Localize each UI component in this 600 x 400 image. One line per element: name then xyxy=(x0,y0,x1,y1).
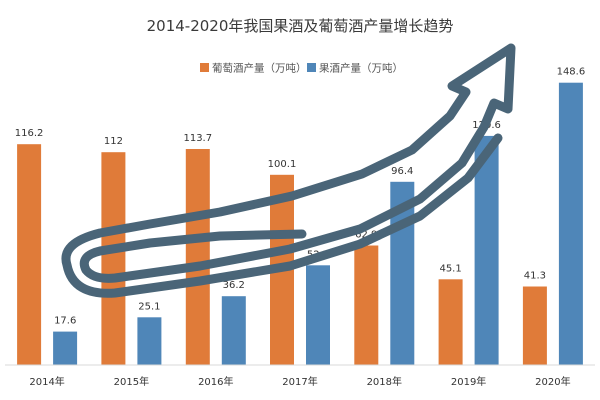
legend-swatch-fruit xyxy=(307,63,316,72)
bar-fruit-3 xyxy=(306,265,330,366)
value-label-wine-4: 62.9 xyxy=(355,230,377,241)
value-label-fruit-6: 148.6 xyxy=(557,67,586,78)
bar-fruit-2 xyxy=(221,296,246,365)
bar-wine-0 xyxy=(17,144,42,365)
value-label-wine-3: 100.1 xyxy=(268,159,297,170)
value-label-wine-5: 45.1 xyxy=(439,263,461,274)
x-tick-label-5: 2019年 xyxy=(451,375,486,388)
bar-fruit-1 xyxy=(137,317,162,365)
value-label-fruit-0: 17.6 xyxy=(54,316,76,327)
value-label-wine-2: 113.7 xyxy=(183,133,212,144)
legend-label-fruit: 果酒产量（万吨） xyxy=(319,62,403,75)
value-label-wine-0: 116.2 xyxy=(15,128,44,139)
value-label-wine-1: 112 xyxy=(104,136,123,147)
bar-wine-5 xyxy=(438,279,463,365)
x-tick-label-4: 2018年 xyxy=(367,375,402,388)
bar-wine-6 xyxy=(522,286,547,365)
bar-fruit-0 xyxy=(53,331,78,365)
trend-arrow-outline xyxy=(61,43,516,298)
bar-wine-4 xyxy=(354,245,379,365)
bar-wine-1 xyxy=(101,152,126,365)
legend-label-wine: 葡萄酒产量（万吨） xyxy=(212,62,307,75)
bar-wine-2 xyxy=(185,149,210,365)
x-tick-label-3: 2017年 xyxy=(282,375,317,388)
value-label-fruit-4: 96.4 xyxy=(391,166,413,177)
trend-arrow-icon xyxy=(61,43,516,298)
x-tick-label-6: 2020年 xyxy=(535,375,570,388)
x-tick-label-1: 2015年 xyxy=(114,375,149,388)
chart-title: 2014-2020年我国果酒及葡萄酒产量增长趋势 xyxy=(147,17,454,35)
value-label-wine-6: 41.3 xyxy=(524,271,546,282)
legend: 葡萄酒产量（万吨） 果酒产量（万吨） xyxy=(200,62,403,75)
x-tick-label-0: 2014年 xyxy=(29,375,64,388)
value-label-fruit-2: 36.2 xyxy=(223,280,245,291)
x-tick-label-2: 2016年 xyxy=(198,375,233,388)
value-label-fruit-1: 25.1 xyxy=(138,301,160,312)
bar-fruit-6 xyxy=(558,82,583,365)
bar-fruit-5 xyxy=(474,135,499,365)
x-tick-labels: 2014年 2015年 2016年 2017年 2018年 2019年 2020年 xyxy=(29,375,570,388)
legend-swatch-wine xyxy=(200,63,209,72)
bars-layer xyxy=(17,82,583,366)
